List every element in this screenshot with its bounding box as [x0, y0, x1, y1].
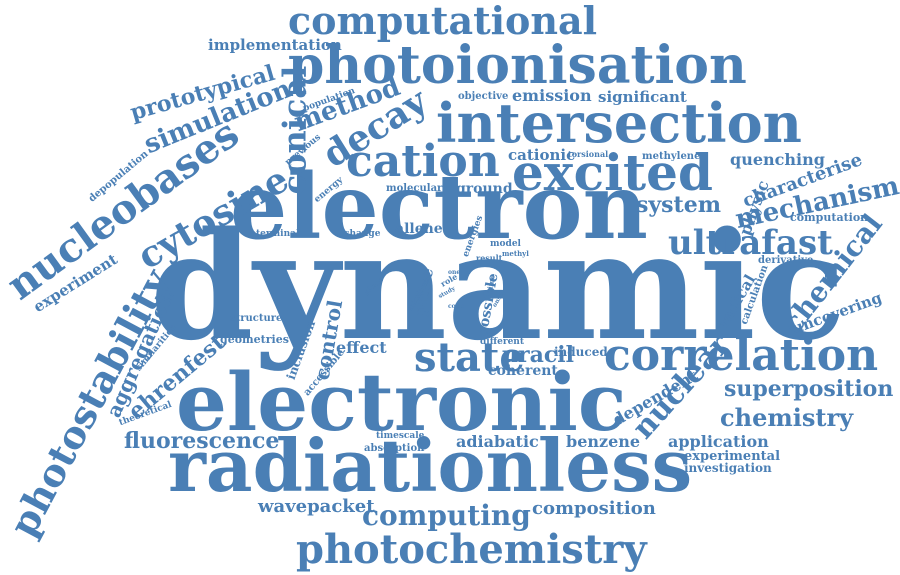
word-composition: composition	[532, 498, 656, 519]
word-computation: computation	[790, 211, 869, 224]
word-derivative: derivative	[758, 255, 814, 266]
word-methylene: methylene	[642, 151, 701, 162]
word-correlation: correlation	[604, 330, 879, 381]
word-wavepacket: wavepacket	[258, 496, 375, 517]
word-ultrafast: ultrafast	[668, 223, 833, 263]
word-electron: electron	[230, 154, 648, 260]
word-superposition: superposition	[724, 376, 894, 402]
word-application: application	[668, 432, 769, 451]
word-allene: allene	[395, 221, 443, 237]
word-geometries: geometries	[220, 333, 289, 346]
word-excited: excited	[512, 143, 713, 202]
word-quenching: quenching	[730, 150, 825, 169]
word-implementation: implementation	[208, 36, 342, 54]
word-induced: induced	[554, 345, 608, 359]
word-adiabatic: adiabatic	[456, 432, 539, 451]
word-significant: significant	[598, 88, 687, 106]
word-cation: cation	[346, 136, 500, 187]
word-change: change	[344, 229, 381, 239]
word-computing: computing	[362, 499, 531, 532]
word-radiationless: radiationless	[168, 423, 693, 508]
word-result: result	[476, 253, 503, 263]
word-computational: computational	[288, 0, 598, 43]
word-one: one	[448, 269, 461, 276]
word-electronic: electronic	[176, 355, 627, 449]
word-absorption: absorption	[364, 443, 425, 454]
word-chemistry: chemistry	[720, 403, 854, 432]
word-intersection: intersection	[436, 91, 802, 155]
word-photochemistry: photochemistry	[296, 526, 647, 573]
word-investigation: investigation	[684, 461, 772, 475]
word-fluorescence: fluorescence	[124, 428, 280, 454]
word-dynamic: dynamic	[150, 199, 846, 373]
word-terminal: terminal	[256, 229, 300, 239]
word-emission: emission	[512, 86, 592, 105]
word-torsional: torsional	[568, 149, 609, 159]
word-benzene: benzene	[566, 432, 641, 451]
word-photoionisation: photoionisation	[288, 35, 747, 96]
word-different: different	[480, 337, 524, 347]
word-cationic: cationic	[508, 146, 576, 164]
word-ground: ground	[456, 181, 513, 197]
word-methyl: methyl	[502, 249, 529, 258]
word-effect: effect	[336, 338, 387, 357]
word-objective: objective	[458, 91, 509, 102]
word-coherent: coherent	[488, 363, 558, 379]
word-timescale: timescale	[376, 431, 425, 441]
word-uracil: uracil	[502, 342, 574, 368]
word-structure: structure	[230, 313, 283, 324]
word-state: state	[414, 334, 525, 381]
word-experimental: experimental	[684, 449, 781, 464]
word-cope: cope	[448, 303, 464, 310]
word-model: model	[490, 239, 521, 249]
word-system: system	[636, 192, 721, 218]
word-molecular: molecular	[386, 183, 443, 194]
